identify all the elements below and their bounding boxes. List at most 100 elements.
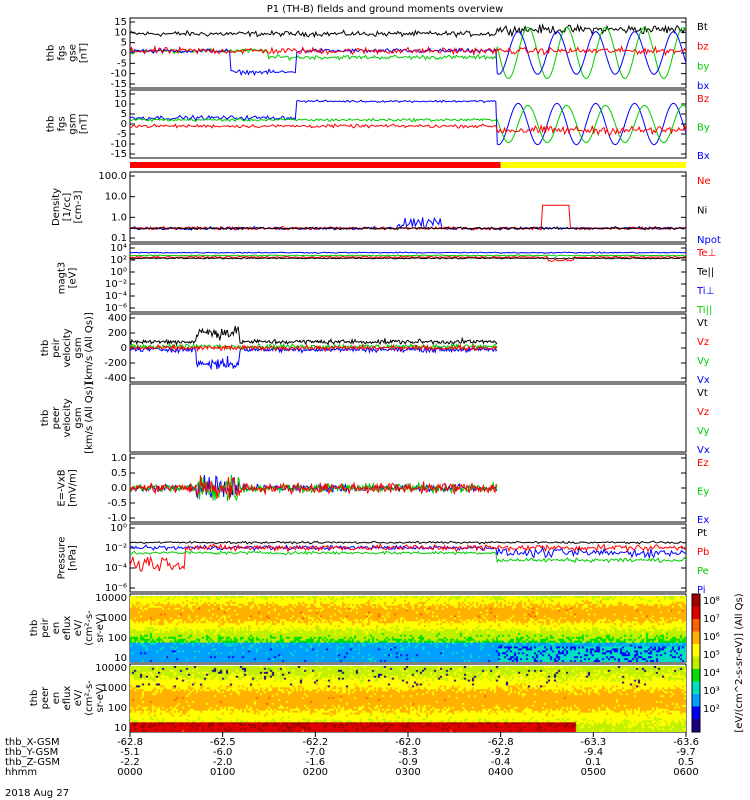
bz-gsm-line [129,123,687,137]
panel-pressure: Pressure[nPa] 10⁰ 10⁻² 10⁻⁴ 10⁻⁶ Pt Pb Pe Pi [57,523,710,596]
ytick-label: 10⁴ [110,243,127,254]
colorbar-tick: 10³ [703,686,720,697]
ylabel-line: [mV/m] [68,469,79,507]
panel-ylabel: Pressure[nPa] [57,537,79,580]
xaxis-tick-value: -62.0 [395,737,421,748]
ytick-label: 15 [114,89,127,100]
legend-Ni-label: Ni [697,205,707,216]
ylabel-line: fgs [57,45,68,60]
ylabel-line: [km/s (All Qs)] [84,312,95,384]
ytick-label: 5 [121,109,127,120]
colorbar-frame [691,593,701,733]
xaxis-tick-value: -7.0 [306,747,326,758]
ylabel-line: thb [29,690,40,707]
ni-line [129,226,686,231]
colorbar-swatch [692,594,700,607]
panels: thbfgsgse[nT]151050-5-10-15Btbzbybxthbfg… [29,17,721,734]
ylabel-line: en [51,622,62,635]
ytick-label: -400 [104,373,127,384]
colorbar-tick: 10² [703,704,720,715]
colorbar-swatch [692,669,700,682]
ytick-label: 1000 [102,613,127,624]
panel-density: Density[1/cc][cm-3] 100.0 10.0 1.0 0.1 Ne Ni Np… [51,171,721,246]
xaxis-tick-value: 0600 [673,767,698,778]
ytick-label: 10⁻⁴ [105,563,127,574]
ylabel-line: sr-eV) [95,683,106,712]
ylabel-line: en [51,692,62,705]
colorbar: 10⁸ 10⁷ 10⁶ 10⁵ 10⁴ 10³ 10² [eV/(cm^2-s-sr-eV)]… [691,593,745,733]
xaxis-row-label: thb_Z-GSM [5,757,60,768]
legend-Ex-label: Ex [697,515,709,526]
figure-title: P1 (TH-B) fields and ground moments over… [267,4,504,15]
xaxis-row-label: thb_X-GSM [5,737,60,748]
legend-Pi-label: Pi [697,585,706,596]
bx-gsm-line [129,99,687,146]
ytick-label: 0.1 [111,233,127,244]
ylabel-line: eflux [62,616,73,641]
ytick-label: 10 [114,653,127,664]
xaxis-tick-value: -8.3 [398,747,418,758]
ytick-label: -5 [117,58,127,69]
legend-bz-label: bz [697,42,709,53]
ytick-label: -15 [111,149,127,160]
legend-Ez-label: Ez [697,458,709,469]
colorbar-label: [eV/(cm^2-s-sr-eV)] (All Qs) [734,593,745,732]
ylabel-line: thb [46,45,57,62]
colorbar-tick: 10⁶ [703,632,720,643]
bt-line [129,23,687,39]
colorbar-tick: 10⁸ [703,596,720,607]
legend-Ti-label: Ti⊥ [696,286,714,297]
ylabel-line: sr-eV) [95,613,106,642]
ylabel-line: (cm²-s- [84,610,95,646]
ytick-label: 100 [108,703,127,714]
ytick-label: 10⁻² [105,543,127,554]
legend-Bx-label: Bx [697,151,710,162]
ytick-label: 1.0 [111,453,127,464]
legend-Vz-label: Vz [697,407,709,418]
ytick-label: 10⁻² [105,279,127,290]
panel-ylabel: magt3[eV] [57,262,79,295]
ytick-label: 5 [121,38,127,49]
xaxis-tick-value: -5.1 [120,747,140,758]
ylabel-line: peer [51,406,62,430]
ytick-label: 15 [114,17,127,28]
panel-ylabel: thbpeirenefluxeV/(cm²-s-sr-eV) [29,610,106,646]
xaxis-tick-value: 0200 [303,767,328,778]
legend-Vz-label: Vz [697,337,709,348]
ytick-label: 1000 [102,683,127,694]
ylabel-line: velocity [62,328,73,367]
ez-line [129,475,498,500]
ytick-label: -10 [111,69,127,80]
legend-Ti-label: Ti|| [696,305,712,316]
ytick-label: 10⁰ [110,267,127,278]
xaxis-tick-value: -63.3 [580,737,606,748]
ylabel-line: Pressure [57,537,68,580]
legend-Te-label: Te|| [696,267,714,278]
ylabel-line: [nPa] [68,545,79,571]
ylabel-line: gsm [68,113,79,134]
ytick-label: 100 [108,633,127,644]
xaxis-tick-value: -6.0 [213,747,233,758]
panel-ylabel: thbfgsgsm[nT] [46,113,90,134]
colorbar-swatch [692,631,700,644]
mode-bar-segment [130,162,501,168]
ytick-label: -10 [111,139,127,150]
xaxis-tick-value: -62.2 [302,737,328,748]
ylabel-line: [nT] [79,114,90,134]
ylabel-line: [km/s (All Qs)] [84,382,95,454]
xaxis-tick-value: -2.0 [213,757,233,768]
ylabel-line: magt3 [57,262,68,295]
tiperp-line [129,251,687,254]
pt-line [129,540,687,545]
panel-peer_spec: thbpeerenefluxeV/(cm²-s-sr-eV) 10000 1000 1… [29,663,687,734]
ytick-label: 10.0 [105,192,127,203]
xaxis-tick-value: -63.6 [673,737,699,748]
legend-Ey-label: Ey [697,487,709,498]
panel-peer_velocity: thbpeervelocitygsm[km/s (All Qs)] Vt Vz Vy V… [40,382,710,456]
ylabel-line: thb [40,340,51,357]
ylabel-line: Density [51,188,62,226]
legend-Te-label: Te⊥ [696,248,716,259]
ylabel-line: eV/ [73,619,84,636]
ylabel-line: eV/ [73,689,84,706]
